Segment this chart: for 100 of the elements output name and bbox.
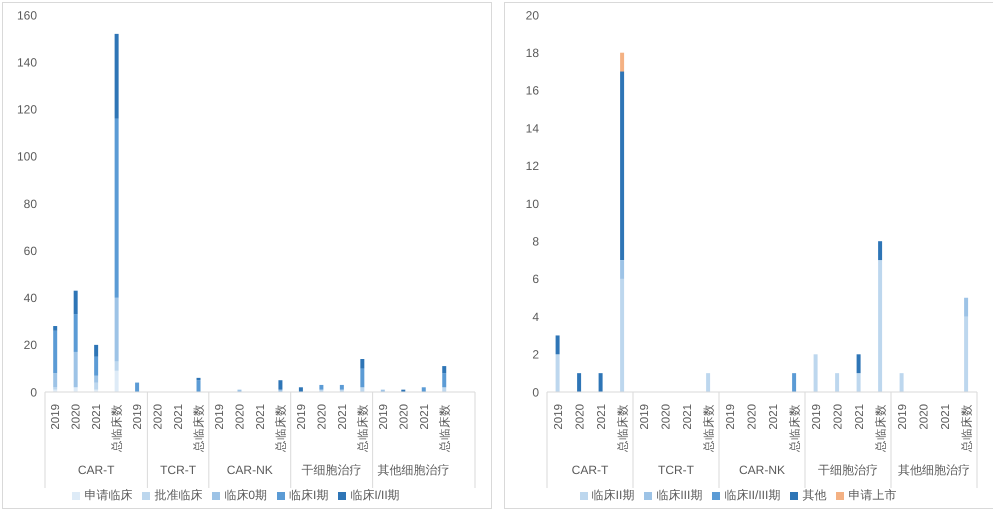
x-tick-label: 总临床数 — [192, 404, 206, 453]
legend-label: 临床I期 — [289, 488, 328, 502]
legend-label: 批准临床 — [154, 488, 202, 502]
bar — [620, 52, 624, 72]
x-tick-label: 2020 — [918, 404, 930, 430]
y-tick-label: 20 — [526, 8, 540, 22]
y-tick-label: 10 — [526, 196, 540, 211]
x-tick-label: 2019 — [552, 404, 565, 430]
bar — [577, 373, 582, 392]
bar — [620, 72, 624, 260]
text: 干细胞治疗 — [818, 463, 878, 477]
bar — [556, 354, 560, 392]
x-tick-label: 2020 — [152, 404, 165, 430]
x-tick-label: 2021 — [854, 404, 866, 430]
y-tick-label: 0 — [30, 385, 38, 400]
y-tick-label: 2 — [532, 348, 540, 362]
bar — [340, 384, 344, 390]
bar — [94, 356, 98, 376]
y-tick-label: 0 — [532, 385, 540, 400]
x-tick-label: 2021 — [940, 404, 952, 430]
y-tick-label: 8 — [532, 234, 540, 248]
x-tick-label: 总临床数 — [873, 404, 888, 453]
bar — [74, 290, 78, 314]
x-tick-label: 2020 — [832, 404, 844, 430]
x-tick-label: 2019 — [214, 404, 226, 430]
x-tick-label: 2020 — [574, 404, 586, 430]
y-tick-label: 12 — [526, 159, 540, 174]
bar — [114, 298, 119, 362]
x-tick-label: 2019 — [296, 404, 308, 430]
text: CAR-T — [78, 463, 116, 477]
x-tick-label: 总临床数 — [273, 404, 288, 453]
bar — [964, 298, 968, 317]
y-tick-label: 60 — [24, 244, 38, 258]
y-tick-label: 14 — [526, 121, 540, 136]
x-tick-label: 总临床数 — [615, 404, 630, 453]
bar — [360, 368, 364, 388]
x-tick-label: 2019 — [132, 404, 144, 430]
x-tick-label: 2020 — [660, 404, 672, 430]
x-tick-label: 2019 — [810, 404, 823, 430]
bar — [900, 373, 904, 392]
x-tick-label: 2021 — [91, 404, 104, 430]
bar — [442, 373, 446, 388]
x-tick-label: 总临床数 — [355, 404, 370, 453]
bar — [114, 34, 119, 119]
bar — [620, 260, 624, 279]
x-tick-label: 2019 — [378, 404, 390, 430]
text: CAR-T — [572, 463, 609, 477]
bar — [556, 335, 560, 354]
x-tick-label: 总临床数 — [701, 404, 716, 453]
bar — [360, 359, 364, 368]
bar — [114, 118, 119, 298]
x-tick-label: 2021 — [768, 404, 780, 430]
bar — [964, 316, 968, 392]
bar — [114, 361, 119, 371]
text: TCR-T — [160, 463, 197, 477]
x-tick-label: 2020 — [316, 404, 328, 430]
x-tick-label: 2021 — [173, 404, 186, 430]
legend-label: 其他 — [802, 488, 826, 502]
text: 其他细胞治疗 — [898, 463, 970, 477]
bar — [74, 352, 78, 388]
y-tick-label: 100 — [16, 150, 38, 164]
bar — [856, 354, 861, 374]
x-tick-label: 2020 — [398, 404, 410, 430]
x-tick-label: 总临床数 — [959, 404, 974, 453]
x-tick-label: 2021 — [255, 404, 267, 430]
bar — [53, 326, 58, 331]
bar — [135, 382, 140, 392]
bar — [835, 373, 840, 392]
bar — [856, 373, 861, 392]
legend-label: 临床III期 — [656, 488, 702, 502]
x-tick-label: 2020 — [234, 404, 247, 430]
legend-label: 临床II期 — [592, 488, 634, 502]
legend-label: 临床I/II期 — [350, 488, 400, 502]
y-tick-label: 160 — [16, 8, 38, 22]
text: 干细胞治疗 — [302, 463, 362, 477]
y-tick-label: 140 — [16, 55, 38, 70]
text: CAR-NK — [738, 463, 786, 477]
y-tick-label: 4 — [532, 310, 540, 324]
x-tick-label: 2019 — [50, 404, 62, 430]
bar — [53, 330, 58, 374]
bar — [278, 380, 282, 390]
x-tick-label: 2020 — [746, 404, 758, 430]
x-tick-label: 2021 — [336, 404, 349, 430]
x-tick-label: 2021 — [418, 404, 431, 430]
text: TCR-T — [658, 463, 695, 477]
y-tick-label: 18 — [526, 46, 540, 60]
y-tick-label: 16 — [526, 84, 540, 98]
bar — [620, 278, 624, 392]
bar — [74, 314, 78, 352]
x-tick-label: 总临床数 — [787, 404, 802, 453]
legend-label: 临床II/III期 — [724, 488, 780, 502]
x-tick-label: 总临床数 — [437, 404, 452, 453]
y-tick-label: 6 — [532, 272, 540, 286]
bar — [878, 260, 882, 392]
bar — [53, 373, 58, 388]
bar — [878, 241, 882, 260]
x-tick-label: 2020 — [70, 404, 83, 430]
bar — [94, 376, 98, 383]
x-tick-label: 2019 — [896, 404, 909, 430]
bar — [814, 354, 818, 392]
